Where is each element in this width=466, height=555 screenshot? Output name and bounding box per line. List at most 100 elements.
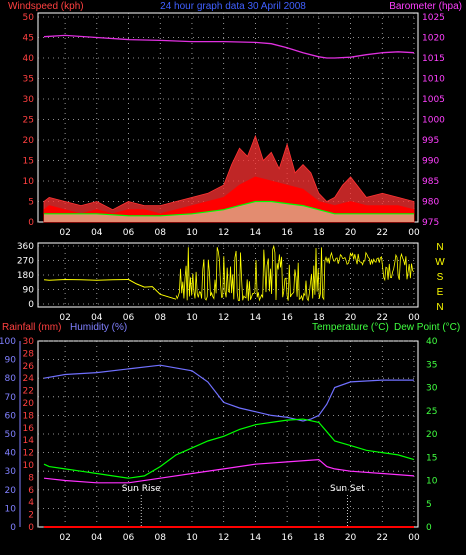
x-tick-label: 18 (313, 313, 325, 323)
rainfall-tick-label: 12 (23, 449, 34, 459)
x-tick-label: 00 (408, 228, 420, 238)
x-tick-label: 04 (91, 533, 103, 543)
barometer-tick-label: 1015 (422, 54, 445, 64)
temperature-tick-label: 10 (426, 477, 438, 487)
humidity-tick-label: 70 (5, 393, 17, 403)
windspeed-tick-label: 45 (23, 34, 34, 44)
chart-title: 24 hour graph data 30 April 2008 (160, 1, 306, 12)
x-tick-label: 08 (155, 228, 167, 238)
average-wind-area (44, 201, 414, 222)
x-tick-label: 16 (281, 228, 293, 238)
barometer-tick-label: 1005 (422, 95, 445, 105)
windspeed-axis-label: Windspeed (kph) (8, 1, 84, 12)
x-tick-label: 06 (123, 313, 135, 323)
rainfall-axis-label: Rainfall (mm) (2, 322, 61, 333)
temperature-axis-label: Temperature (°C) (312, 322, 389, 333)
windspeed-tick-label: 5 (28, 198, 34, 208)
x-tick-label: 00 (408, 313, 420, 323)
humidity-tick-label: 30 (5, 467, 17, 477)
x-tick-label: 18 (313, 533, 325, 543)
rainfall-tick-label: 0 (28, 523, 34, 533)
rainfall-tick-label: 24 (23, 374, 35, 384)
gust-area (43, 134, 415, 223)
direction-tick-label: 0 (28, 300, 34, 310)
rainfall-tick-label: 22 (23, 387, 34, 397)
temperature-tick-label: 30 (426, 384, 438, 394)
temperature-tick-label: 40 (426, 337, 438, 347)
x-tick-label: 08 (155, 313, 167, 323)
rainfall-tick-label: 20 (23, 399, 35, 409)
rainfall-tick-label: 8 (28, 473, 34, 483)
rainfall-tick-label: 2 (28, 511, 34, 521)
x-tick-label: 08 (155, 533, 167, 543)
compass-label: N (436, 242, 443, 253)
barometer-tick-label: 1000 (422, 116, 445, 126)
windspeed-tick-label: 15 (23, 157, 34, 167)
barometer-tick-label: 1010 (422, 75, 445, 85)
windspeed-tick-label: 35 (23, 75, 34, 85)
compass-label: E (437, 287, 444, 298)
dewpoint-line (43, 458, 415, 484)
direction-tick-label: 360 (17, 242, 34, 252)
temperature-tick-label: 20 (426, 430, 438, 440)
rainfall-tick-label: 30 (23, 337, 35, 347)
temperature-tick-label: 25 (426, 407, 437, 417)
x-tick-label: 02 (59, 228, 70, 238)
x-tick-label: 20 (345, 313, 357, 323)
humidity-axis-label: Humidity (%) (70, 322, 127, 333)
windspeed-tick-label: 0 (28, 218, 34, 228)
x-tick-label: 02 (59, 533, 70, 543)
barometer-tick-label: 995 (422, 136, 439, 146)
rainfall-tick-label: 28 (23, 349, 35, 359)
humidity-tick-label: 60 (5, 411, 17, 421)
barometer-tick-label: 1020 (422, 34, 445, 44)
direction-tick-label: 90 (23, 286, 35, 296)
sunset-label: Sun Set (330, 484, 365, 494)
x-tick-label: 10 (186, 533, 198, 543)
barometer-axis-label: Barometer (hpa) (389, 1, 462, 12)
x-tick-label: 12 (218, 313, 229, 323)
x-tick-label: 12 (218, 228, 229, 238)
humidity-tick-label: 90 (5, 356, 17, 366)
temperature-tick-label: 0 (426, 523, 432, 533)
x-tick-label: 12 (218, 533, 229, 543)
windspeed-tick-label: 30 (23, 95, 35, 105)
x-tick-label: 04 (91, 228, 103, 238)
temperature-tick-label: 5 (426, 500, 432, 510)
x-tick-label: 14 (250, 533, 262, 543)
x-tick-label: 04 (91, 313, 103, 323)
x-tick-label: 14 (250, 228, 262, 238)
x-tick-label: 20 (345, 228, 357, 238)
humidity-tick-label: 10 (5, 504, 17, 514)
wind-barometer-panel: 02 04 06 08 10 12 14 16 18 20 22 000510152025303540… (23, 12, 445, 238)
compass-label: W (435, 257, 445, 268)
x-tick-label: 22 (377, 533, 388, 543)
barometer-tick-label: 975 (422, 218, 439, 228)
windspeed-tick-label: 40 (23, 54, 35, 64)
barometer-tick-label: 990 (422, 157, 439, 167)
rainfall-tick-label: 10 (23, 461, 35, 471)
x-tick-label: 10 (186, 228, 198, 238)
barometer-tick-label: 1025 (422, 13, 445, 23)
temperature-line (43, 418, 415, 479)
rainfall-tick-label: 14 (23, 436, 35, 446)
humidity-tick-label: 0 (10, 523, 16, 533)
x-tick-label: 22 (377, 228, 388, 238)
humidity-tick-label: 100 (0, 337, 16, 347)
windspeed-tick-label: 20 (23, 136, 35, 146)
humidity-tick-label: 80 (5, 374, 17, 384)
x-tick-label: 22 (377, 313, 388, 323)
rainfall-tick-label: 4 (28, 498, 34, 508)
barometer-tick-label: 985 (422, 177, 439, 187)
direction-tick-label: 270 (17, 257, 34, 267)
windspeed-tick-label: 10 (23, 177, 35, 187)
humidity-tick-label: 20 (5, 486, 17, 496)
rainfall-tick-label: 6 (28, 486, 34, 496)
compass-label: N (436, 302, 443, 313)
temperature-tick-label: 35 (426, 360, 437, 370)
direction-variable-line (175, 244, 415, 302)
windspeed-tick-label: 50 (23, 13, 35, 23)
